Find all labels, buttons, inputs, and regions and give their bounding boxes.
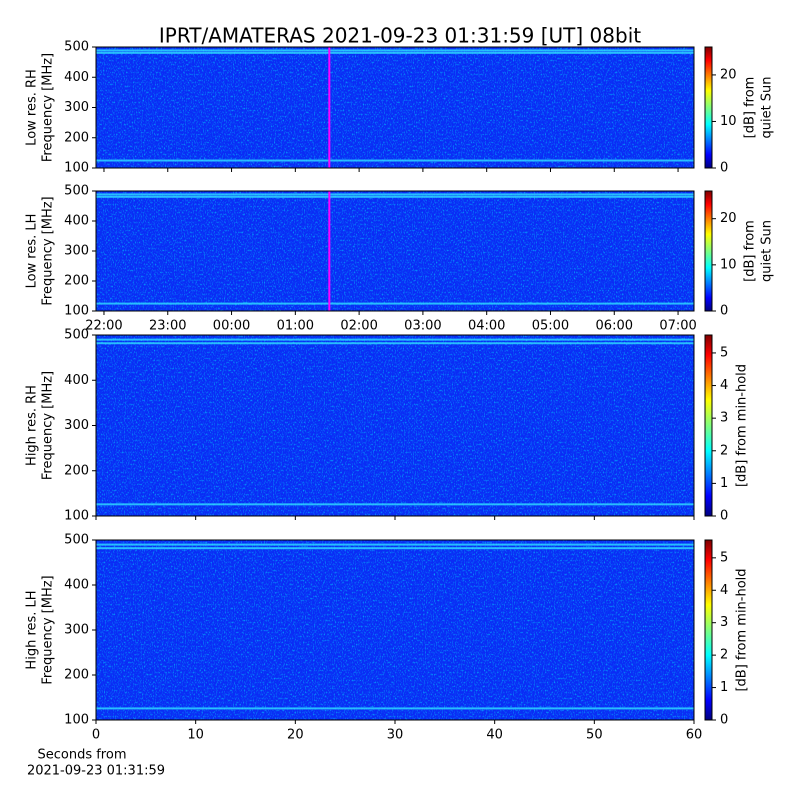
- x-tick-label: 0: [92, 728, 100, 743]
- colorbar-tick-label: 3: [720, 411, 728, 426]
- spectrogram-band: [96, 195, 694, 198]
- y-tick-label: 500: [64, 328, 89, 343]
- colorbar-label: [dB] from min-hold: [735, 364, 750, 487]
- x-tick-label: 03:00: [404, 319, 441, 334]
- x-tick-label: 06:00: [596, 319, 633, 334]
- spectrogram-band: [96, 503, 694, 506]
- x-tick-label: 23:00: [149, 319, 186, 334]
- x-axis-label: 2021-09-23 01:31:59: [27, 764, 165, 779]
- y-tick-label: 200: [64, 463, 89, 478]
- x-tick-label: 20: [287, 728, 304, 743]
- spectrogram-band: [96, 193, 694, 196]
- x-tick-label: 00:00: [213, 319, 250, 334]
- figure-title: IPRT/AMATERAS 2021-09-23 01:31:59 [UT] 0…: [159, 24, 641, 48]
- colorbar-label: [dB] from min-hold: [735, 568, 750, 691]
- y-tick-label: 200: [64, 274, 89, 289]
- spectrogram-band: [96, 51, 694, 54]
- colorbar-tick-label: 20: [720, 67, 737, 82]
- y-tick-label: 100: [64, 161, 89, 176]
- y-tick-label: 100: [64, 713, 89, 728]
- y-axis-label: Frequency [MHz]: [41, 371, 56, 480]
- spectrogram-band: [96, 338, 694, 341]
- y-axis-label: High res. LH: [25, 590, 40, 669]
- spectrogram-band: [96, 342, 694, 345]
- x-tick-label: 01:00: [277, 319, 314, 334]
- spectrogram-noise: [96, 540, 694, 720]
- x-tick-label: 50: [586, 728, 603, 743]
- y-axis-label: Frequency [MHz]: [41, 196, 56, 305]
- colorbar-tick-label: 2: [720, 443, 728, 458]
- colorbar-tick-label: 10: [720, 257, 737, 272]
- y-axis-label: Low res. RH: [25, 69, 40, 146]
- x-tick-label: 07:00: [659, 319, 696, 334]
- spectrogram-band: [96, 159, 694, 162]
- colorbar-tick-label: 10: [720, 114, 737, 129]
- spectrogram-noise: [96, 47, 694, 168]
- colorbar-label: [dB] from: [743, 77, 758, 139]
- y-tick-label: 500: [64, 533, 89, 548]
- y-tick-label: 100: [64, 509, 89, 524]
- x-tick-label: 10: [187, 728, 204, 743]
- y-tick-label: 500: [64, 40, 89, 55]
- colorbar-label: quiet Sun: [760, 220, 775, 282]
- colorbar-tick-label: 0: [720, 509, 728, 524]
- colorbar-tick-label: 20: [720, 211, 737, 226]
- colorbar: [704, 539, 713, 721]
- colorbar-tick-label: 0: [720, 304, 728, 319]
- spectrogram-noise: [96, 191, 694, 311]
- colorbar-tick-label: 1: [720, 476, 728, 491]
- colorbar-tick-label: 4: [720, 378, 728, 393]
- y-tick-label: 400: [64, 578, 89, 593]
- x-tick-label: 60: [686, 728, 703, 743]
- spectrogram-noise: [96, 335, 694, 516]
- colorbar-tick-label: 4: [720, 583, 728, 598]
- x-tick-label: 05:00: [532, 319, 569, 334]
- y-axis-label: Low res. LH: [25, 214, 40, 289]
- x-tick-label: 22:00: [85, 319, 122, 334]
- colorbar: [704, 46, 713, 169]
- spectrogram-band: [96, 707, 694, 710]
- x-axis-label: Seconds from: [37, 748, 126, 763]
- y-tick-label: 300: [64, 623, 89, 638]
- colorbar-label: quiet Sun: [760, 76, 775, 138]
- y-tick-label: 400: [64, 70, 89, 85]
- y-axis-label: High res. RH: [25, 385, 40, 466]
- y-tick-label: 200: [64, 130, 89, 145]
- colorbar: [704, 334, 713, 517]
- spectrogram-band: [96, 547, 694, 550]
- spectrogram-band: [96, 543, 694, 546]
- spectrogram-band: [96, 302, 694, 305]
- y-tick-label: 200: [64, 668, 89, 683]
- colorbar-tick-label: 5: [720, 345, 728, 360]
- x-tick-label: 40: [486, 728, 503, 743]
- colorbar-tick-label: 0: [720, 161, 728, 176]
- y-tick-label: 100: [64, 304, 89, 319]
- y-tick-label: 500: [64, 184, 89, 199]
- colorbar-tick-label: 0: [720, 713, 728, 728]
- x-tick-label: 02:00: [340, 319, 377, 334]
- colorbar-label: [dB] from: [743, 220, 758, 282]
- y-tick-label: 400: [64, 214, 89, 229]
- x-tick-label: 30: [387, 728, 404, 743]
- spectrogram-band: [96, 49, 694, 52]
- colorbar-tick-label: 1: [720, 680, 728, 695]
- colorbar: [704, 190, 713, 312]
- y-tick-label: 400: [64, 373, 89, 388]
- colorbar-tick-label: 5: [720, 550, 728, 565]
- colorbar-tick-label: 3: [720, 615, 728, 630]
- y-axis-label: Frequency [MHz]: [41, 575, 56, 684]
- x-tick-label: 04:00: [468, 319, 505, 334]
- y-tick-label: 300: [64, 418, 89, 433]
- y-tick-label: 300: [64, 244, 89, 259]
- y-tick-label: 300: [64, 100, 89, 115]
- y-axis-label: Frequency [MHz]: [41, 53, 56, 162]
- colorbar-tick-label: 2: [720, 648, 728, 663]
